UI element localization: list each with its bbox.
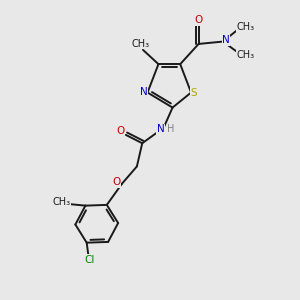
Text: H: H xyxy=(167,124,175,134)
Text: CH₃: CH₃ xyxy=(237,50,255,60)
Text: N: N xyxy=(140,87,148,97)
Text: N: N xyxy=(157,124,164,134)
Text: CH₃: CH₃ xyxy=(52,197,71,207)
Text: Cl: Cl xyxy=(85,255,95,265)
Text: CH₃: CH₃ xyxy=(131,39,150,49)
Text: N: N xyxy=(222,35,230,45)
Text: S: S xyxy=(190,88,197,98)
Text: O: O xyxy=(194,15,203,25)
Text: O: O xyxy=(112,178,121,188)
Text: O: O xyxy=(116,126,125,136)
Text: CH₃: CH₃ xyxy=(237,22,255,32)
